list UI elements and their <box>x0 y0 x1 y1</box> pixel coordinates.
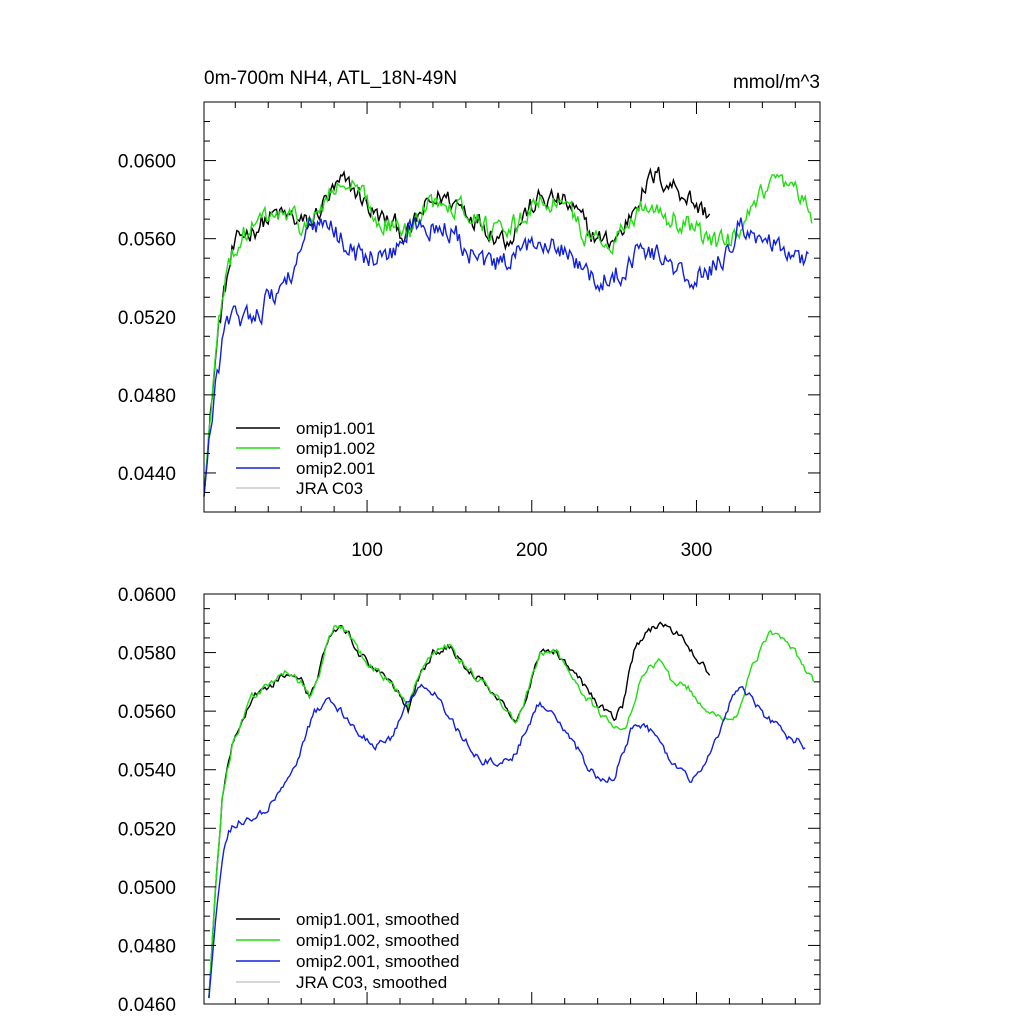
y-tick-label: 0.0440 <box>118 464 176 485</box>
bottom-panel-legend: omip1.001, smoothed omip1.002, smoothed om… <box>236 910 460 992</box>
top-panel-series <box>203 166 813 497</box>
bottom-panel-series <box>208 621 815 999</box>
x-tick-label: 200 <box>516 540 548 561</box>
series-line-omip1-002-smoothed <box>208 624 815 999</box>
y-tick-label: 0.0600 <box>118 152 176 173</box>
legend-label: JRA C03 <box>296 479 363 498</box>
y-tick-label: 0.0460 <box>118 995 176 1016</box>
series-line-omip1-002 <box>203 173 813 497</box>
legend-label: omip1.002, smoothed <box>296 931 460 950</box>
y-tick-label: 0.0580 <box>118 644 176 665</box>
x-tick-label: 100 <box>351 540 383 561</box>
y-tick-label: 0.0600 <box>118 585 176 606</box>
bottom-panel: 0.0460 0.0480 0.0500 0.0520 0.0540 0.0560 0.05… <box>118 585 821 1016</box>
legend-label: JRA C03, smoothed <box>296 973 447 992</box>
top-panel-title: 0m-700m NH4, ATL_18N-49N <box>204 68 457 89</box>
series-line-omip2-001 <box>203 214 809 497</box>
top-panel-units: mmol/m^3 <box>733 72 820 93</box>
y-tick-label: 0.0560 <box>118 230 176 251</box>
y-tick-label: 0.0480 <box>118 936 176 957</box>
y-tick-label: 0.0520 <box>118 308 176 329</box>
y-tick-label: 0.0480 <box>118 386 176 407</box>
legend-label: omip1.001, smoothed <box>296 910 460 929</box>
series-line-omip2-001-smoothed <box>208 683 806 999</box>
legend-label: omip2.001, smoothed <box>296 952 460 971</box>
y-tick-label: 0.0540 <box>118 761 176 782</box>
bottom-panel-ticks: 0.0460 0.0480 0.0500 0.0520 0.0540 0.0560 0.05… <box>118 585 820 1016</box>
legend-label: omip2.001 <box>296 459 375 478</box>
x-tick-label: 300 <box>681 540 713 561</box>
top-panel-frame <box>203 101 821 513</box>
series-line-omip1-001 <box>203 166 711 497</box>
y-tick-label: 0.0560 <box>118 702 176 723</box>
legend-label: omip1.001 <box>296 419 375 438</box>
legend-label: omip1.002 <box>296 439 375 458</box>
y-tick-label: 0.0500 <box>118 878 176 899</box>
top-panel-ticks: 0.0440 0.0480 0.0520 0.0560 0.0600 100 200 300 <box>118 101 820 561</box>
bottom-panel-frame <box>203 593 821 1005</box>
y-tick-label: 0.0520 <box>118 819 176 840</box>
top-panel: 0m-700m NH4, ATL_18N-49N mmol/m^3 0.0440… <box>118 68 821 561</box>
